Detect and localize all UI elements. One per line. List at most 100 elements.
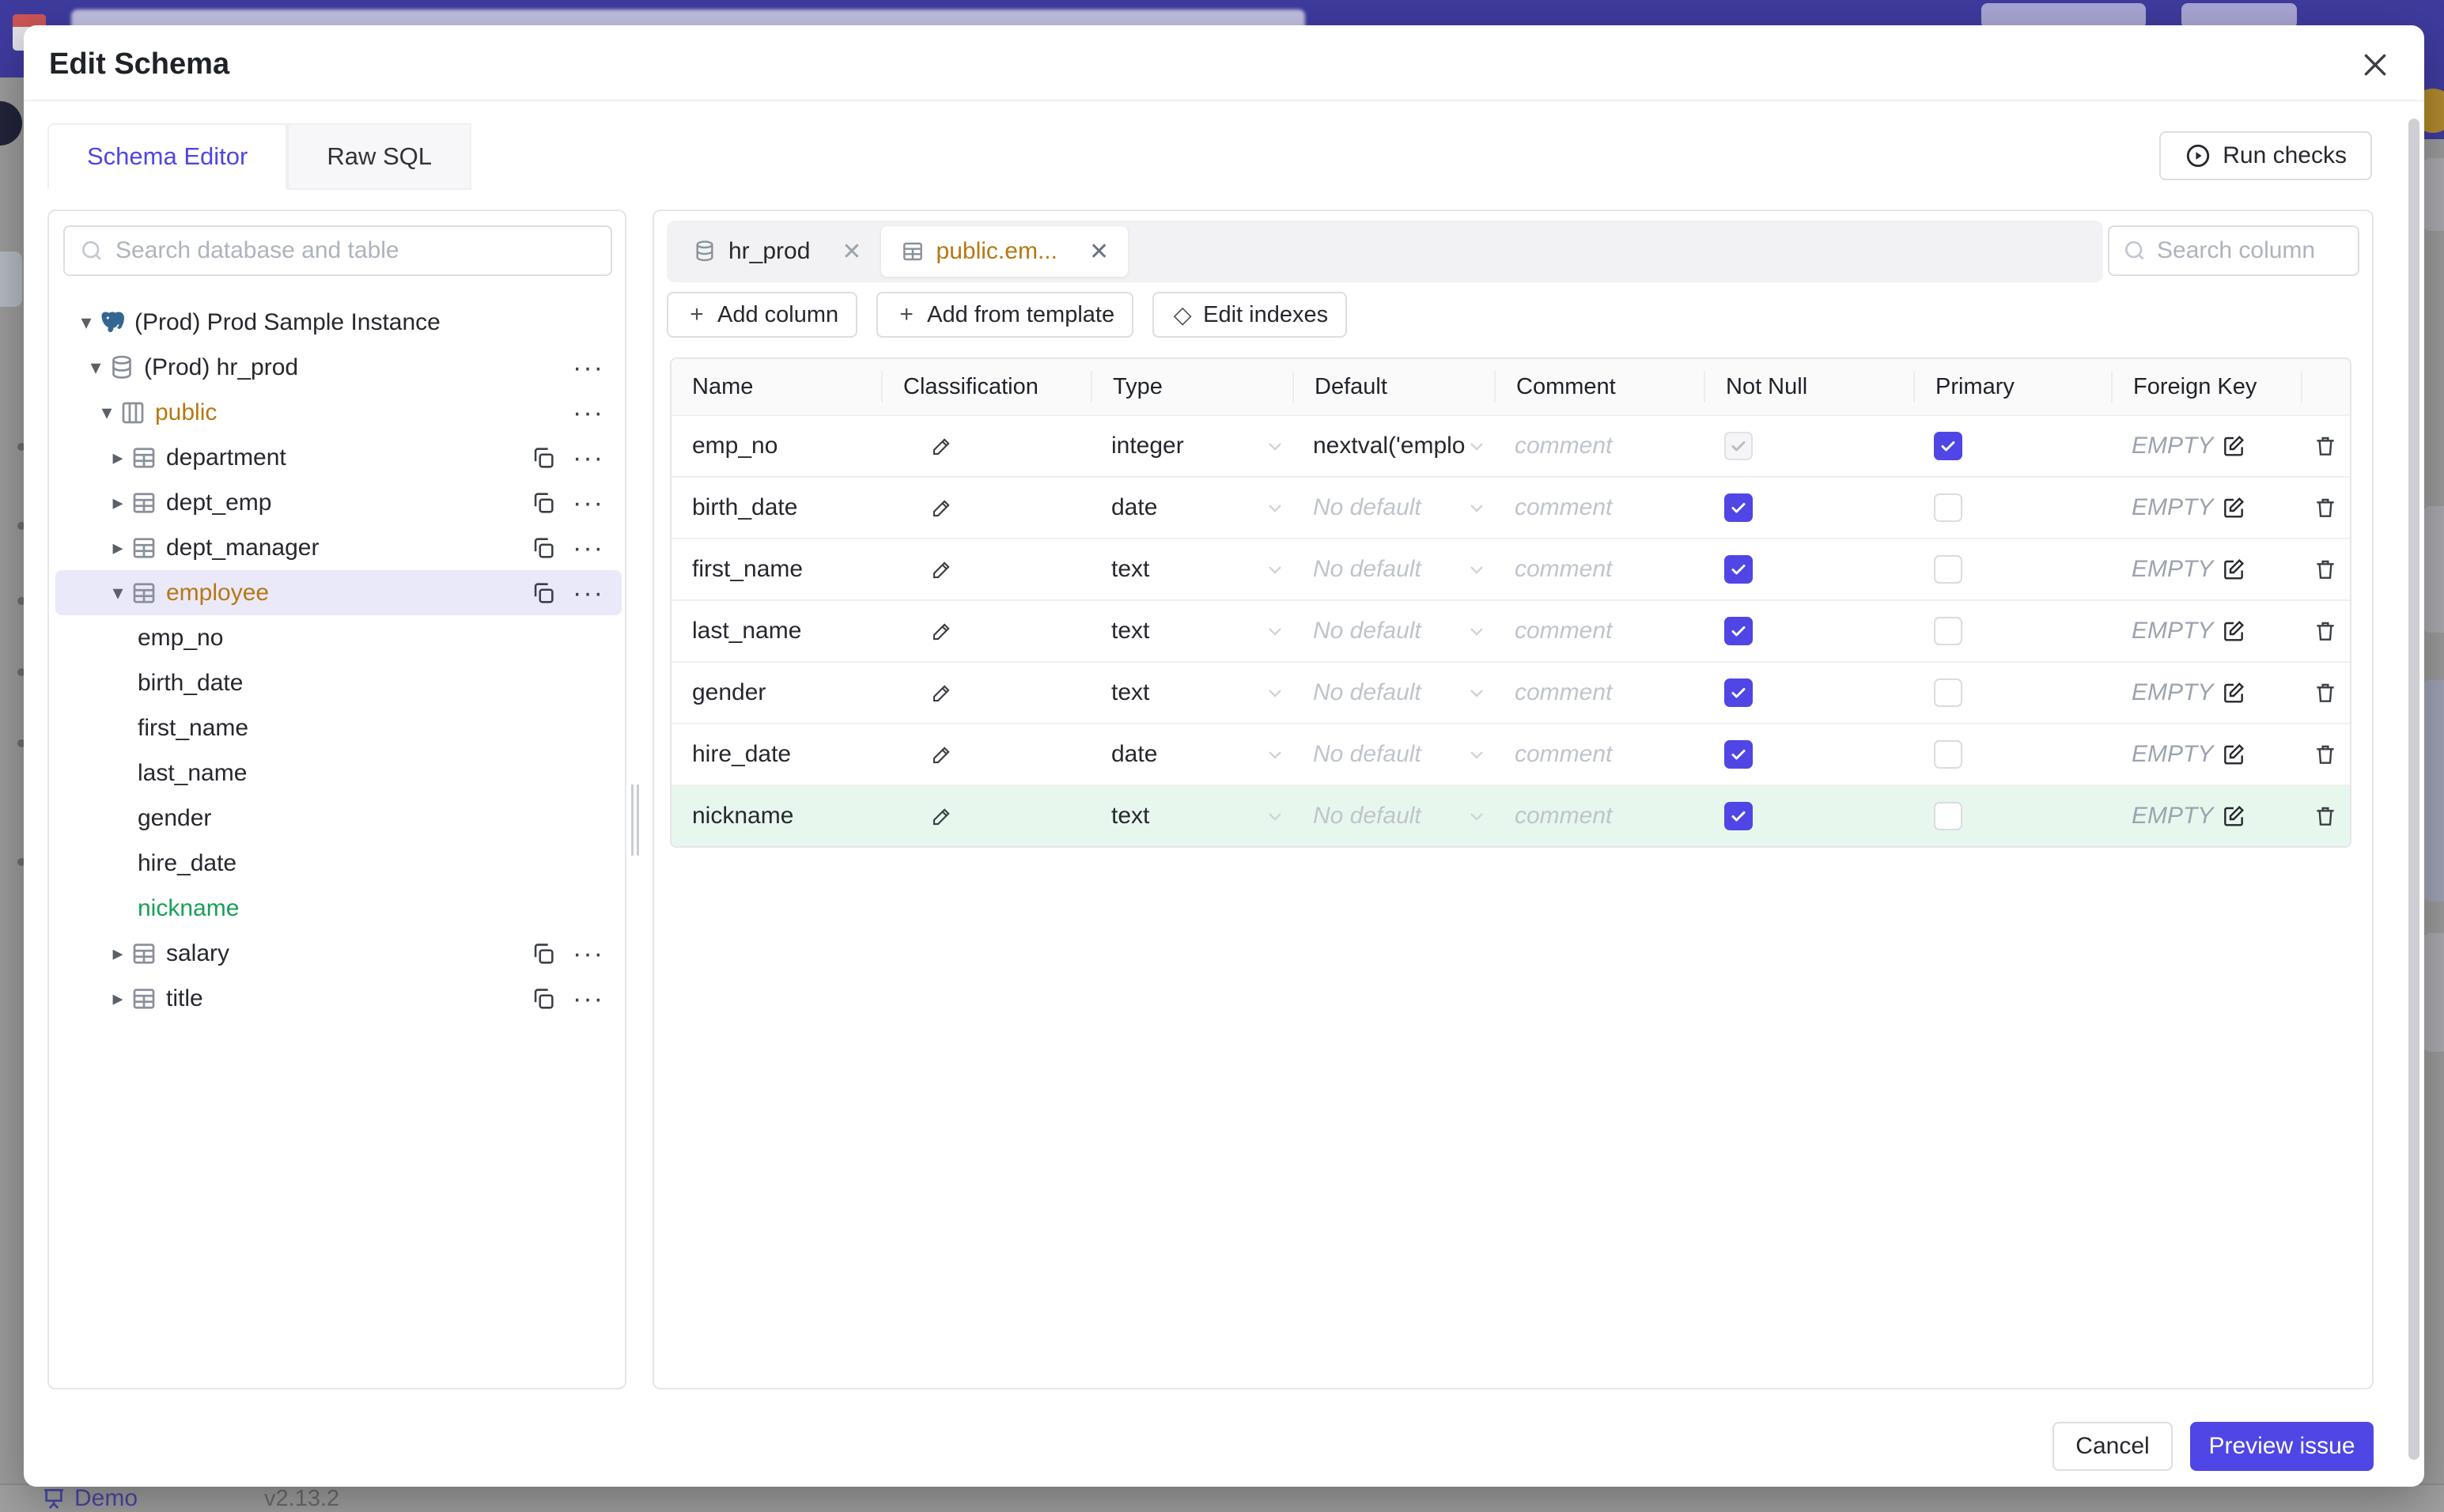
more-options-icon[interactable]: ··· [573,532,604,563]
tree-item-department[interactable]: ▸ department ··· [55,435,622,480]
editor-tab-hr_prod[interactable]: hr_prod ✕ [673,226,881,277]
copy-icon[interactable] [530,444,557,471]
tree-item-dept_emp[interactable]: ▸ dept_emp ··· [55,480,622,525]
trash-icon[interactable] [2313,680,2338,705]
tree-item-hire_date[interactable]: hire_date [55,841,622,886]
default-select[interactable]: No default [1292,556,1494,583]
tab-raw-sql[interactable]: Raw SQL [287,123,471,190]
default-select[interactable]: No default [1292,618,1494,644]
pencil-icon[interactable] [930,434,954,458]
primary-checkbox[interactable] [1934,555,1962,584]
copy-icon[interactable] [530,535,557,561]
preview-issue-button[interactable]: Preview issue [2190,1422,2374,1471]
chevron-right-icon[interactable]: ▸ [112,986,123,1010]
column-search-input[interactable]: Search column [2108,225,2359,276]
copy-icon[interactable] [530,580,557,607]
comment-input[interactable]: comment [1494,556,1704,583]
tree-item-salary[interactable]: ▸ salary ··· [55,931,622,976]
column-name-cell[interactable]: nickname [672,803,881,830]
add-from-template-button[interactable]: + Add from template [876,292,1134,338]
default-select[interactable]: No default [1292,679,1494,706]
close-tab-icon[interactable]: ✕ [1088,238,1110,265]
tree-item--prod-prod-sample-instance[interactable]: ▾ (Prod) Prod Sample Instance [55,300,622,345]
run-checks-button[interactable]: Run checks [2159,131,2372,180]
not-null-checkbox[interactable] [1724,555,1753,584]
chevron-down-icon[interactable]: ▾ [101,400,112,424]
copy-icon[interactable] [530,985,557,1012]
default-select[interactable]: No default [1292,803,1494,830]
comment-input[interactable]: comment [1494,803,1704,830]
tree-item-birth_date[interactable]: birth_date [55,660,622,705]
not-null-checkbox[interactable] [1724,740,1753,769]
more-options-icon[interactable]: ··· [573,938,604,969]
tree-item-employee[interactable]: ▾ employee ··· [55,570,622,615]
pencil-icon[interactable] [930,496,954,520]
more-options-icon[interactable]: ··· [573,487,604,518]
type-select[interactable]: date [1091,494,1292,521]
not-null-checkbox[interactable] [1724,493,1753,522]
tree-item-title[interactable]: ▸ title ··· [55,976,622,1021]
edit-foreign-key-icon[interactable] [2221,803,2246,829]
pencil-icon[interactable] [930,681,954,705]
not-null-checkbox[interactable] [1724,617,1753,645]
column-name-cell[interactable]: first_name [672,556,881,583]
type-select[interactable]: date [1091,741,1292,768]
more-options-icon[interactable]: ··· [573,352,604,383]
pencil-icon[interactable] [930,804,954,828]
tree-item-dept_manager[interactable]: ▸ dept_manager ··· [55,525,622,570]
close-icon[interactable] [2359,49,2391,81]
chevron-down-icon[interactable]: ▾ [81,310,92,334]
type-select[interactable]: text [1091,679,1292,706]
add-column-button[interactable]: + Add column [667,292,858,338]
edit-foreign-key-icon[interactable] [2221,742,2246,767]
trash-icon[interactable] [2313,557,2338,582]
trash-icon[interactable] [2313,495,2338,520]
comment-input[interactable]: comment [1494,741,1704,768]
tree-item-nickname[interactable]: nickname [55,886,622,931]
not-null-checkbox[interactable] [1724,802,1753,830]
type-select[interactable]: text [1091,556,1292,583]
primary-checkbox[interactable] [1934,432,1962,460]
chevron-right-icon[interactable]: ▸ [112,535,123,559]
more-options-icon[interactable]: ··· [573,442,604,473]
tree-item-last_name[interactable]: last_name [55,750,622,796]
edit-foreign-key-icon[interactable] [2221,618,2246,644]
tree-item-gender[interactable]: gender [55,796,622,841]
chevron-right-icon[interactable]: ▸ [112,490,123,514]
panel-resize-handle[interactable] [631,784,639,856]
column-name-cell[interactable]: gender [672,679,881,706]
primary-checkbox[interactable] [1934,740,1962,769]
not-null-checkbox[interactable] [1724,679,1753,707]
comment-input[interactable]: comment [1494,618,1704,644]
column-name-cell[interactable]: birth_date [672,494,881,521]
primary-checkbox[interactable] [1934,617,1962,645]
chevron-down-icon[interactable]: ▾ [112,580,123,604]
comment-input[interactable]: comment [1494,679,1704,706]
editor-tab-public-em-[interactable]: public.em... ✕ [880,226,1129,277]
more-options-icon[interactable]: ··· [573,983,604,1014]
tree-item-emp_no[interactable]: emp_no [55,615,622,660]
cancel-button[interactable]: Cancel [2052,1422,2173,1471]
chevron-right-icon[interactable]: ▸ [112,445,123,469]
more-options-icon[interactable]: ··· [573,397,604,428]
tree-item--prod-hr_prod[interactable]: ▾ (Prod) hr_prod ··· [55,345,622,390]
modal-scrollbar-thumb[interactable] [2408,119,2419,1460]
primary-checkbox[interactable] [1934,493,1962,522]
trash-icon[interactable] [2313,803,2338,829]
edit-foreign-key-icon[interactable] [2221,433,2246,459]
comment-input[interactable]: comment [1494,433,1704,459]
default-select[interactable]: No default [1292,741,1494,768]
pencil-icon[interactable] [930,619,954,643]
demo-link[interactable]: Demo [41,1485,138,1512]
edit-indexes-button[interactable]: ◇ Edit indexes [1152,292,1348,338]
edit-foreign-key-icon[interactable] [2221,495,2246,520]
edit-foreign-key-icon[interactable] [2221,680,2246,705]
more-options-icon[interactable]: ··· [573,577,604,608]
trash-icon[interactable] [2313,433,2338,459]
pencil-icon[interactable] [930,743,954,766]
tree-search-input[interactable]: Search database and table [63,225,612,276]
primary-checkbox[interactable] [1934,802,1962,830]
trash-icon[interactable] [2313,618,2338,644]
close-tab-icon[interactable]: ✕ [842,238,862,265]
column-name-cell[interactable]: last_name [672,618,881,644]
